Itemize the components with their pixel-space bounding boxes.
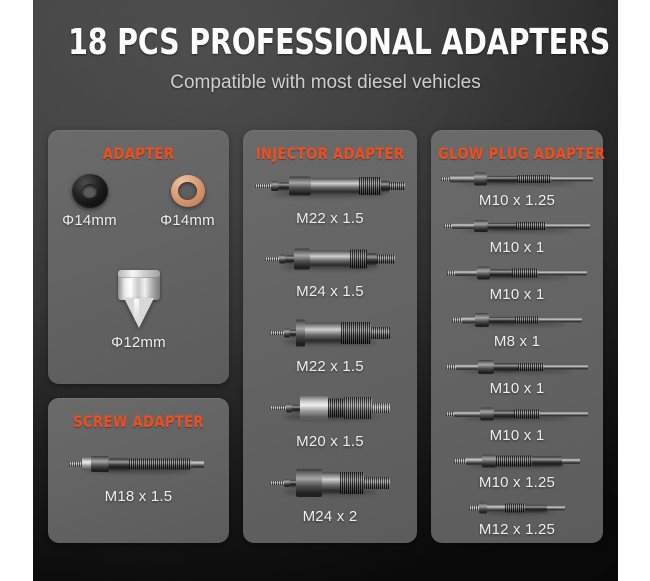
- list-item-label: Φ14mm: [62, 212, 117, 229]
- header: 18 PCS PROFESSIONAL ADAPTERS Compatible …: [33, 22, 618, 94]
- glow-plug-adapter-icon: [446, 356, 588, 378]
- adapter-ring-row: Φ14mm Φ14mm: [48, 174, 229, 229]
- list-item-label: M10 x 1.25: [478, 192, 556, 209]
- list-item-label: M10 x 1: [489, 286, 545, 303]
- glow-plug-adapter-icon: [454, 450, 580, 472]
- list-item-label: M18 x 1.5: [104, 488, 173, 505]
- injector-adapter-icon: [270, 316, 390, 350]
- list-item: M10 x 1: [431, 356, 603, 397]
- list-item: M10 x 1.25: [431, 168, 603, 209]
- list-item: M8 x 1: [431, 309, 603, 350]
- panel-adapter: ADAPTER Φ14mm Φ14mm: [48, 130, 229, 384]
- glow-plug-adapter-icon: [469, 497, 565, 519]
- panel-injector-adapter: INJECTOR ADAPTER M22 x 1.5: [243, 130, 417, 543]
- o-ring-black-icon: [54, 174, 126, 208]
- list-item: M20 x 1.5: [243, 391, 417, 450]
- injector-adapter-list: M22 x 1.5 M24 x 1.5: [243, 170, 417, 531]
- list-item-label: M22 x 1.5: [296, 210, 364, 227]
- list-item: M10 x 1: [431, 262, 603, 303]
- list-item-label: M24 x 1.5: [296, 283, 364, 300]
- injector-adapter-icon: [255, 170, 405, 202]
- list-item-label: M10 x 1: [489, 380, 545, 397]
- nozzle-cone-icon: [115, 270, 163, 328]
- list-item-label: Φ12mm: [111, 334, 166, 351]
- list-item: M22 x 1.5: [243, 170, 417, 227]
- list-item: Φ14mm: [54, 174, 126, 229]
- list-item-label: M20 x 1.5: [296, 433, 364, 450]
- panel-screw-adapter: SCREW ADAPTER M18 x 1.5: [48, 398, 229, 543]
- list-item: M10 x 1.25: [431, 450, 603, 491]
- screw-adapter-icon: [68, 450, 209, 478]
- list-item: M10 x 1: [431, 215, 603, 256]
- page-subtitle: Compatible with most diesel vehicles: [170, 72, 481, 93]
- panel-screw-adapter-title: SCREW ADAPTER: [73, 412, 204, 431]
- washer-copper-icon: [152, 174, 224, 208]
- glow-plug-adapter-icon: [452, 309, 582, 331]
- list-item: M12 x 1.25: [431, 497, 603, 538]
- list-item: M18 x 1.5: [48, 450, 229, 505]
- glow-plug-adapter-list: M10 x 1.25 M10 x 1: [431, 168, 603, 544]
- glow-plug-adapter-icon: [444, 215, 590, 237]
- list-item: Φ14mm: [152, 174, 224, 229]
- list-item-label: M10 x 1: [489, 427, 545, 444]
- list-item: Φ12mm: [48, 270, 229, 351]
- list-item: M24 x 1.5: [243, 243, 417, 300]
- list-item-label: M10 x 1.25: [478, 474, 556, 491]
- panel-glow-plug-adapter: GLOW PLUG ADAPTER M10 x 1.25: [431, 130, 606, 544]
- injector-adapter-icon: [265, 243, 395, 275]
- injector-adapter-icon: [270, 466, 390, 500]
- list-item: M10 x 1: [431, 403, 603, 444]
- list-item-label: M8 x 1: [493, 333, 541, 350]
- panel-adapter-title: ADAPTER: [102, 144, 175, 163]
- screw-adapter-list: M18 x 1.5: [48, 450, 229, 511]
- list-item-label: Φ14mm: [160, 212, 215, 229]
- page-title: 18 PCS PROFESSIONAL ADAPTERS: [68, 22, 611, 63]
- panel-glow-plug-adapter-title: GLOW PLUG ADAPTER: [437, 144, 606, 163]
- glow-plug-adapter-icon: [441, 168, 593, 190]
- list-item: M24 x 2: [243, 466, 417, 525]
- list-item-label: M10 x 1: [489, 239, 545, 256]
- glow-plug-adapter-icon: [447, 262, 587, 284]
- injector-adapter-icon: [270, 391, 390, 425]
- list-item-label: M24 x 2: [302, 508, 358, 525]
- list-item-label: M12 x 1.25: [478, 521, 556, 538]
- list-item: M22 x 1.5: [243, 316, 417, 375]
- list-item-label: M22 x 1.5: [296, 358, 364, 375]
- glow-plug-adapter-icon: [446, 403, 588, 425]
- panel-injector-adapter-title: INJECTOR ADAPTER: [255, 144, 405, 163]
- dark-backdrop: 18 PCS PROFESSIONAL ADAPTERS Compatible …: [33, 0, 618, 581]
